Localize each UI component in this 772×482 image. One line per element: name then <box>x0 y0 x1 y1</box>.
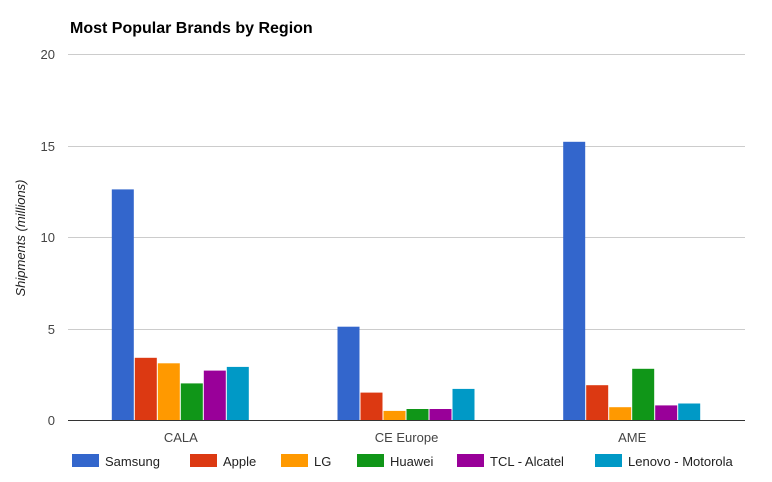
bar-apple-ame <box>586 385 609 420</box>
bar-huawei-ame <box>632 368 655 420</box>
legend: Samsung Apple LG Huawei TCL - Alcatel Lenovo … <box>72 454 734 469</box>
x-axis-ticks: CALA CE Europe AME <box>164 430 647 445</box>
y-axis-label: Shipments (millions) <box>13 179 28 296</box>
legend-label: Lenovo - Motorola <box>628 454 734 469</box>
y-tick-label: 5 <box>48 322 55 337</box>
bar-huawei-ce-europe <box>406 409 429 420</box>
legend-label: Huawei <box>390 454 433 469</box>
y-tick-label: 0 <box>48 413 55 428</box>
bar-apple-cala <box>134 357 157 420</box>
legend-swatch <box>72 454 99 467</box>
bar-lenovo-motorola-ame <box>678 403 701 420</box>
bar-tcl-alcatel-ame <box>655 405 678 420</box>
bar-apple-ce-europe <box>360 392 383 420</box>
y-tick-label: 15 <box>41 139 55 154</box>
x-tick-label: CE Europe <box>375 430 439 445</box>
legend-label: Apple <box>223 454 256 469</box>
y-tick-label: 20 <box>41 47 55 62</box>
legend-swatch <box>190 454 217 467</box>
legend-label: TCL - Alcatel <box>490 454 564 469</box>
bar-tcl-alcatel-ce-europe <box>429 409 452 420</box>
legend-label: LG <box>314 454 331 469</box>
bar-tcl-alcatel-cala <box>203 370 226 420</box>
bar-huawei-cala <box>180 383 203 420</box>
legend-swatch <box>357 454 384 467</box>
y-tick-label: 10 <box>41 230 55 245</box>
legend-swatch <box>281 454 308 467</box>
legend-swatch <box>457 454 484 467</box>
bar-samsung-ame <box>563 141 586 421</box>
bar-lenovo-motorola-ce-europe <box>452 388 475 420</box>
bar-samsung-cala <box>111 189 134 420</box>
bar-lg-cala <box>157 363 180 420</box>
chart-title: Most Popular Brands by Region <box>70 20 313 37</box>
bar-lenovo-motorola-cala <box>226 366 249 420</box>
bars <box>111 141 701 421</box>
bar-lg-ame <box>609 407 632 420</box>
grid-lines: 0 5 10 15 20 <box>41 47 745 428</box>
x-tick-label: CALA <box>164 430 198 445</box>
legend-label: Samsung <box>105 454 160 469</box>
legend-swatch <box>595 454 622 467</box>
x-tick-label: AME <box>618 430 647 445</box>
bar-lg-ce-europe <box>383 410 406 420</box>
bar-samsung-ce-europe <box>337 326 360 420</box>
